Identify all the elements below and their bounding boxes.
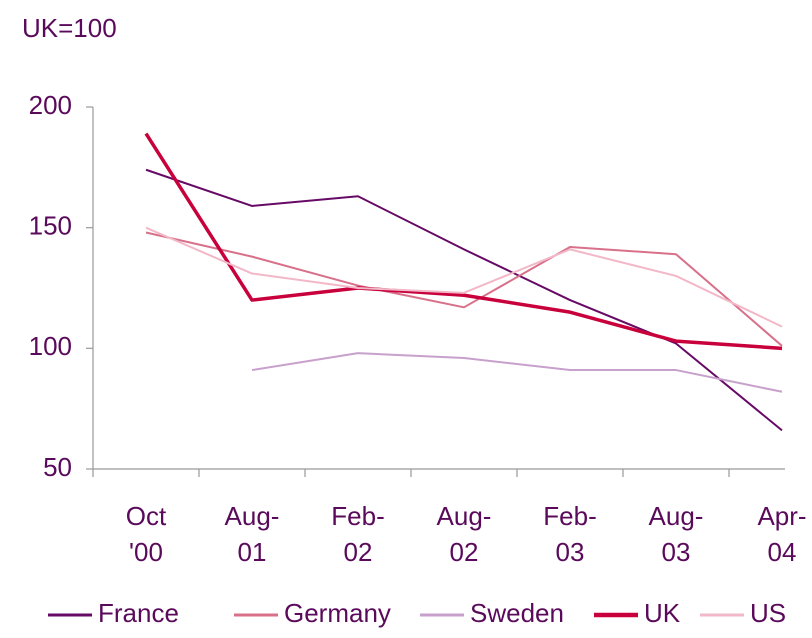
x-tick-label: Apr-04 <box>757 501 806 567</box>
series-line <box>145 231 783 347</box>
x-tick-label: Aug-01 <box>225 501 280 567</box>
legend-label: UK <box>644 598 681 628</box>
y-tick-label: 150 <box>29 211 72 241</box>
x-tick-label: Feb-03 <box>543 501 596 567</box>
series-line <box>144 132 783 351</box>
x-tick-label: Feb-02 <box>331 501 384 567</box>
series-line <box>251 352 783 393</box>
y-tick-label: 200 <box>29 90 72 120</box>
legend-label: Sweden <box>470 598 564 628</box>
x-tick-label: Aug-03 <box>649 501 704 567</box>
legend-label: France <box>98 598 179 628</box>
y-tick-label: 50 <box>43 452 72 482</box>
y-tick-label: 100 <box>29 331 72 361</box>
legend-label: US <box>750 598 786 628</box>
series-line <box>145 226 783 328</box>
legend-label: Germany <box>284 598 391 628</box>
x-tick-label: Oct '00 <box>126 501 167 567</box>
series-line <box>145 168 783 432</box>
chart-title: UK=100 <box>22 13 117 43</box>
x-tick-label: Aug-02 <box>437 501 492 567</box>
